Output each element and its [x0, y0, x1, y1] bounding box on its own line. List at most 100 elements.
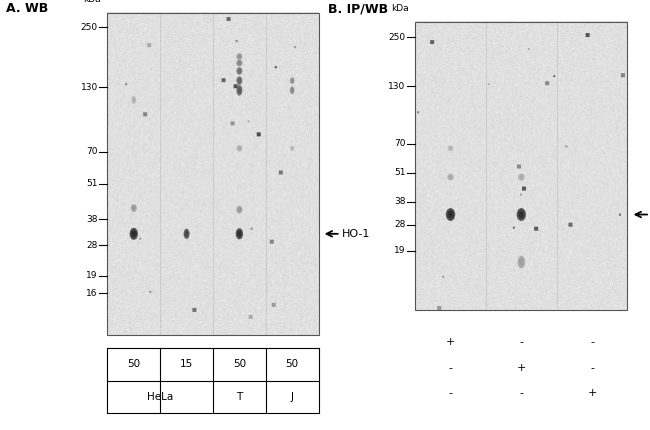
Ellipse shape	[448, 146, 452, 150]
Ellipse shape	[237, 54, 242, 59]
Text: B. IP/WB: B. IP/WB	[328, 2, 389, 15]
Ellipse shape	[237, 68, 242, 74]
Text: 15: 15	[180, 359, 193, 369]
Bar	[107, 13, 318, 335]
Text: 50: 50	[127, 359, 140, 369]
Ellipse shape	[291, 147, 293, 150]
Text: +: +	[446, 337, 455, 347]
Ellipse shape	[133, 206, 135, 209]
Ellipse shape	[133, 98, 135, 101]
Ellipse shape	[238, 232, 241, 236]
Text: -: -	[590, 337, 594, 347]
Ellipse shape	[449, 176, 452, 178]
Text: J: J	[291, 392, 294, 402]
Text: 250: 250	[81, 23, 98, 32]
Text: kDa: kDa	[83, 0, 101, 4]
Text: 130: 130	[388, 82, 406, 91]
Ellipse shape	[447, 210, 454, 219]
Text: HO-1: HO-1	[343, 229, 370, 239]
Text: 28: 28	[394, 220, 406, 229]
Ellipse shape	[129, 228, 138, 240]
Bar	[415, 22, 627, 310]
Ellipse shape	[290, 77, 294, 84]
Text: 38: 38	[394, 197, 406, 206]
Text: 70: 70	[86, 147, 98, 156]
Ellipse shape	[237, 86, 242, 94]
Ellipse shape	[519, 212, 523, 217]
Text: 19: 19	[394, 246, 406, 255]
Text: -: -	[448, 388, 452, 399]
Ellipse shape	[132, 97, 135, 103]
Ellipse shape	[519, 258, 524, 267]
Text: 19: 19	[86, 271, 98, 280]
Ellipse shape	[238, 88, 240, 92]
Ellipse shape	[237, 77, 242, 83]
Text: HeLa: HeLa	[147, 392, 174, 402]
Ellipse shape	[185, 232, 188, 236]
Text: 50: 50	[285, 359, 299, 369]
Ellipse shape	[518, 174, 525, 181]
Ellipse shape	[238, 69, 240, 73]
Ellipse shape	[290, 86, 294, 94]
Ellipse shape	[183, 229, 190, 239]
Ellipse shape	[519, 175, 524, 179]
Ellipse shape	[448, 175, 453, 179]
Text: +: +	[517, 362, 526, 373]
Text: 16: 16	[86, 289, 98, 298]
Ellipse shape	[238, 61, 240, 64]
Ellipse shape	[518, 210, 525, 219]
Ellipse shape	[446, 208, 455, 221]
Ellipse shape	[291, 78, 294, 83]
Ellipse shape	[237, 67, 242, 75]
Ellipse shape	[237, 85, 242, 96]
Text: 51: 51	[394, 168, 406, 177]
Ellipse shape	[238, 79, 240, 83]
Ellipse shape	[448, 145, 453, 151]
Ellipse shape	[449, 147, 452, 150]
Ellipse shape	[131, 230, 136, 238]
Text: kDa: kDa	[391, 4, 409, 13]
Ellipse shape	[131, 204, 136, 212]
Ellipse shape	[238, 55, 240, 58]
Text: -: -	[590, 362, 594, 373]
Ellipse shape	[236, 228, 243, 240]
Text: A. WB: A. WB	[6, 2, 49, 15]
Text: 28: 28	[86, 241, 98, 249]
Ellipse shape	[447, 174, 454, 181]
Ellipse shape	[237, 207, 242, 212]
Ellipse shape	[290, 145, 294, 151]
Ellipse shape	[237, 206, 242, 214]
Text: 51: 51	[86, 179, 98, 188]
Text: 38: 38	[86, 215, 98, 224]
Ellipse shape	[238, 208, 240, 211]
Ellipse shape	[132, 231, 135, 236]
Text: +: +	[588, 388, 597, 399]
Text: 70: 70	[394, 139, 406, 148]
Ellipse shape	[237, 77, 242, 85]
Ellipse shape	[291, 88, 294, 93]
Text: -: -	[519, 388, 523, 399]
Ellipse shape	[237, 59, 242, 66]
Ellipse shape	[237, 145, 242, 152]
Ellipse shape	[520, 259, 523, 264]
Ellipse shape	[237, 230, 242, 238]
Text: 250: 250	[388, 33, 406, 42]
Ellipse shape	[517, 208, 526, 221]
Ellipse shape	[291, 146, 294, 150]
Ellipse shape	[448, 212, 452, 217]
Ellipse shape	[291, 79, 293, 82]
Ellipse shape	[239, 147, 240, 150]
Ellipse shape	[291, 89, 293, 92]
Ellipse shape	[132, 205, 136, 211]
Ellipse shape	[237, 53, 242, 60]
Ellipse shape	[185, 230, 188, 237]
Ellipse shape	[131, 96, 136, 104]
Text: -: -	[448, 362, 452, 373]
Text: 50: 50	[233, 359, 246, 369]
Text: -: -	[519, 337, 523, 347]
Ellipse shape	[237, 146, 241, 150]
Text: 130: 130	[81, 83, 98, 92]
Ellipse shape	[237, 61, 242, 65]
Ellipse shape	[520, 176, 523, 178]
Text: T: T	[236, 392, 242, 402]
